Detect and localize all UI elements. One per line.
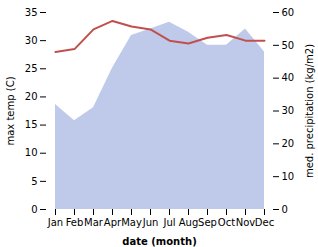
svg-text:Dec: Dec: [255, 217, 274, 228]
svg-text:30: 30: [25, 35, 38, 46]
svg-text:Apr: Apr: [104, 217, 122, 228]
svg-text:med. precipitation (kg/m2): med. precipitation (kg/m2): [304, 44, 315, 178]
svg-text:Jun: Jun: [142, 217, 159, 228]
svg-text:30: 30: [282, 105, 295, 116]
svg-text:40: 40: [282, 72, 295, 83]
svg-text:20: 20: [25, 91, 38, 102]
svg-text:Jul: Jul: [162, 217, 175, 228]
svg-text:Nov: Nov: [236, 217, 256, 228]
svg-text:max temp (C): max temp (C): [5, 76, 16, 145]
svg-text:Feb: Feb: [66, 217, 84, 228]
svg-text:Oct: Oct: [218, 217, 235, 228]
svg-text:0: 0: [282, 204, 288, 215]
svg-text:date (month): date (month): [122, 236, 196, 247]
svg-text:10: 10: [282, 171, 295, 182]
svg-text:20: 20: [282, 138, 295, 149]
svg-text:60: 60: [282, 7, 295, 18]
svg-text:Mar: Mar: [84, 217, 104, 228]
svg-text:50: 50: [282, 40, 295, 51]
svg-text:Sep: Sep: [198, 217, 217, 228]
svg-text:May: May: [121, 217, 142, 228]
svg-text:Aug: Aug: [179, 217, 199, 228]
svg-text:0: 0: [31, 204, 37, 215]
svg-text:15: 15: [25, 119, 38, 130]
svg-text:5: 5: [31, 176, 37, 187]
svg-text:25: 25: [25, 63, 38, 74]
svg-text:Jan: Jan: [47, 217, 63, 228]
svg-text:10: 10: [25, 147, 38, 158]
svg-text:35: 35: [25, 7, 38, 18]
